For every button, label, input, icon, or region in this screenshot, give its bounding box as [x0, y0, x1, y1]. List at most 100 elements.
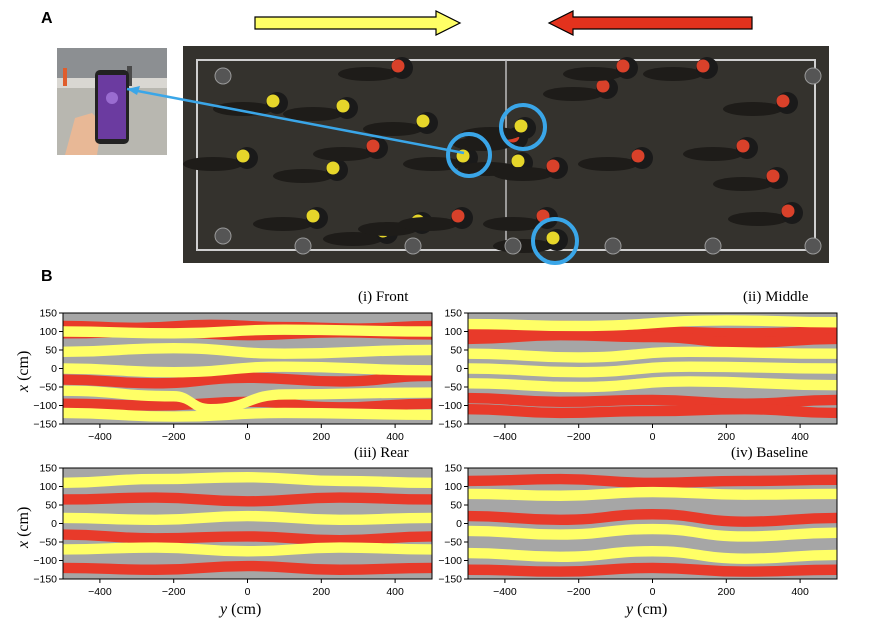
- red-trajectory-line: [468, 411, 837, 419]
- yellow-trajectory-line: [468, 315, 837, 324]
- y-tick-label: 0: [51, 518, 57, 530]
- red-trajectory-line: [468, 405, 837, 413]
- x-tick-label: 400: [791, 431, 809, 443]
- y-tick-label: 150: [444, 308, 462, 320]
- y-tick-label: 50: [450, 345, 462, 357]
- red-trajectory-line: [468, 509, 837, 520]
- yellow-trajectory-line: [63, 512, 432, 520]
- plot-title-rear: (iii) Rear: [354, 445, 409, 461]
- yellow-trajectory-line: [468, 383, 837, 393]
- y-tick-label: 150: [444, 463, 462, 475]
- y-tick-label: −150: [438, 419, 462, 431]
- red-hat: [616, 59, 630, 73]
- yellow-trajectory-line: [63, 549, 432, 557]
- y-tick-label: 150: [39, 463, 57, 475]
- red-hat: [776, 94, 790, 108]
- x-tick-label: −200: [567, 431, 591, 443]
- red-trajectory-line: [468, 473, 837, 481]
- yellow-trajectory-line: [63, 368, 432, 378]
- x-tick-label: −400: [88, 431, 112, 443]
- yellow-hat: [511, 154, 525, 168]
- yellow-trajectory-line: [468, 531, 837, 542]
- yellow-trajectory-line: [468, 363, 837, 372]
- y-tick-label: −50: [444, 537, 462, 549]
- x-tick-label: 0: [650, 586, 656, 598]
- pedestrian-shadow: [273, 169, 333, 183]
- yellow-hat: [336, 99, 350, 113]
- yellow-trajectory-line: [63, 324, 432, 332]
- red-trajectory-line: [63, 568, 432, 575]
- red-hat: [736, 139, 750, 153]
- yellow-trajectory-line: [63, 516, 432, 524]
- y-tick-label: 100: [39, 481, 57, 493]
- y-tick-label: −100: [33, 555, 57, 567]
- yellow-hat: [306, 209, 320, 223]
- yellow-trajectory-line: [63, 363, 432, 372]
- x-tick-label: −400: [88, 586, 112, 598]
- yellow-trajectory-line: [468, 366, 837, 376]
- red-trajectory-line: [63, 496, 432, 503]
- yellow-trajectory-line: [468, 549, 837, 561]
- x-tick-label: 0: [650, 431, 656, 443]
- yellow-hat: [416, 114, 430, 128]
- red-hat: [451, 209, 465, 223]
- yellow-trajectory-line: [63, 365, 432, 374]
- x-tick-label: −200: [162, 431, 186, 443]
- pedestrian-shadow: [683, 147, 743, 161]
- x-tick-label: 200: [718, 586, 736, 598]
- red-trajectory-line: [63, 566, 432, 574]
- yellow-trajectory-line: [63, 411, 432, 419]
- red-trajectory-line: [63, 376, 432, 387]
- floor-marker: [214, 227, 232, 245]
- y-tick-label: −100: [33, 400, 57, 412]
- yellow-trajectory-line: [468, 529, 837, 540]
- x-tick-label: −200: [162, 586, 186, 598]
- yellow-trajectory-line: [468, 486, 837, 494]
- x-tick-label: −400: [493, 431, 517, 443]
- yellow-trajectory-line: [63, 542, 432, 550]
- y-tick-label: −150: [33, 574, 57, 586]
- red-trajectory-line: [468, 481, 837, 489]
- red-trajectory-line: [468, 570, 837, 577]
- pedestrian-shadow: [483, 217, 543, 231]
- red-trajectory-line: [63, 564, 432, 572]
- floor-marker: [504, 237, 522, 255]
- yellow-trajectory-line: [63, 326, 432, 334]
- yellow-trajectory-line: [468, 546, 837, 557]
- red-trajectory-line: [63, 560, 432, 568]
- y-tick-label: −150: [33, 419, 57, 431]
- yellow-trajectory-line: [63, 342, 432, 352]
- floor-marker: [704, 237, 722, 255]
- yellow-trajectory-line: [63, 546, 432, 553]
- y-tick-label: 50: [45, 500, 57, 512]
- yellow-trajectory-line: [63, 413, 432, 420]
- direction-arrow-left: [547, 10, 753, 36]
- red-trajectory-line: [468, 512, 837, 524]
- pedestrian-shadow: [283, 107, 343, 121]
- yellow-trajectory-line: [468, 378, 837, 387]
- yellow-hat: [266, 94, 280, 108]
- pedestrian-shadow: [461, 127, 521, 141]
- red-trajectory-line: [468, 407, 837, 415]
- floor-marker: [404, 237, 422, 255]
- yellow-trajectory-line: [63, 350, 432, 359]
- red-trajectory-line: [63, 492, 432, 500]
- red-trajectory-line: [468, 329, 837, 341]
- yellow-trajectory-line: [63, 415, 432, 422]
- pedestrian-shadow: [723, 102, 783, 116]
- yellow-trajectory-line: [63, 361, 432, 371]
- red-hat: [596, 79, 610, 93]
- pedestrian-shadow: [323, 232, 383, 246]
- x-tick-label: 200: [718, 431, 736, 443]
- y-tick-label: 100: [444, 326, 462, 338]
- yellow-trajectory-line: [63, 479, 432, 488]
- y-tick-label: −50: [39, 382, 57, 394]
- floor-marker: [604, 237, 622, 255]
- pedestrian-shadow: [398, 217, 458, 231]
- red-trajectory-line: [468, 566, 837, 574]
- y-tick-label: 50: [45, 345, 57, 357]
- crowd-crossing-photo: [183, 46, 829, 263]
- yellow-trajectory-line: [63, 475, 432, 485]
- red-trajectory-line: [468, 331, 837, 343]
